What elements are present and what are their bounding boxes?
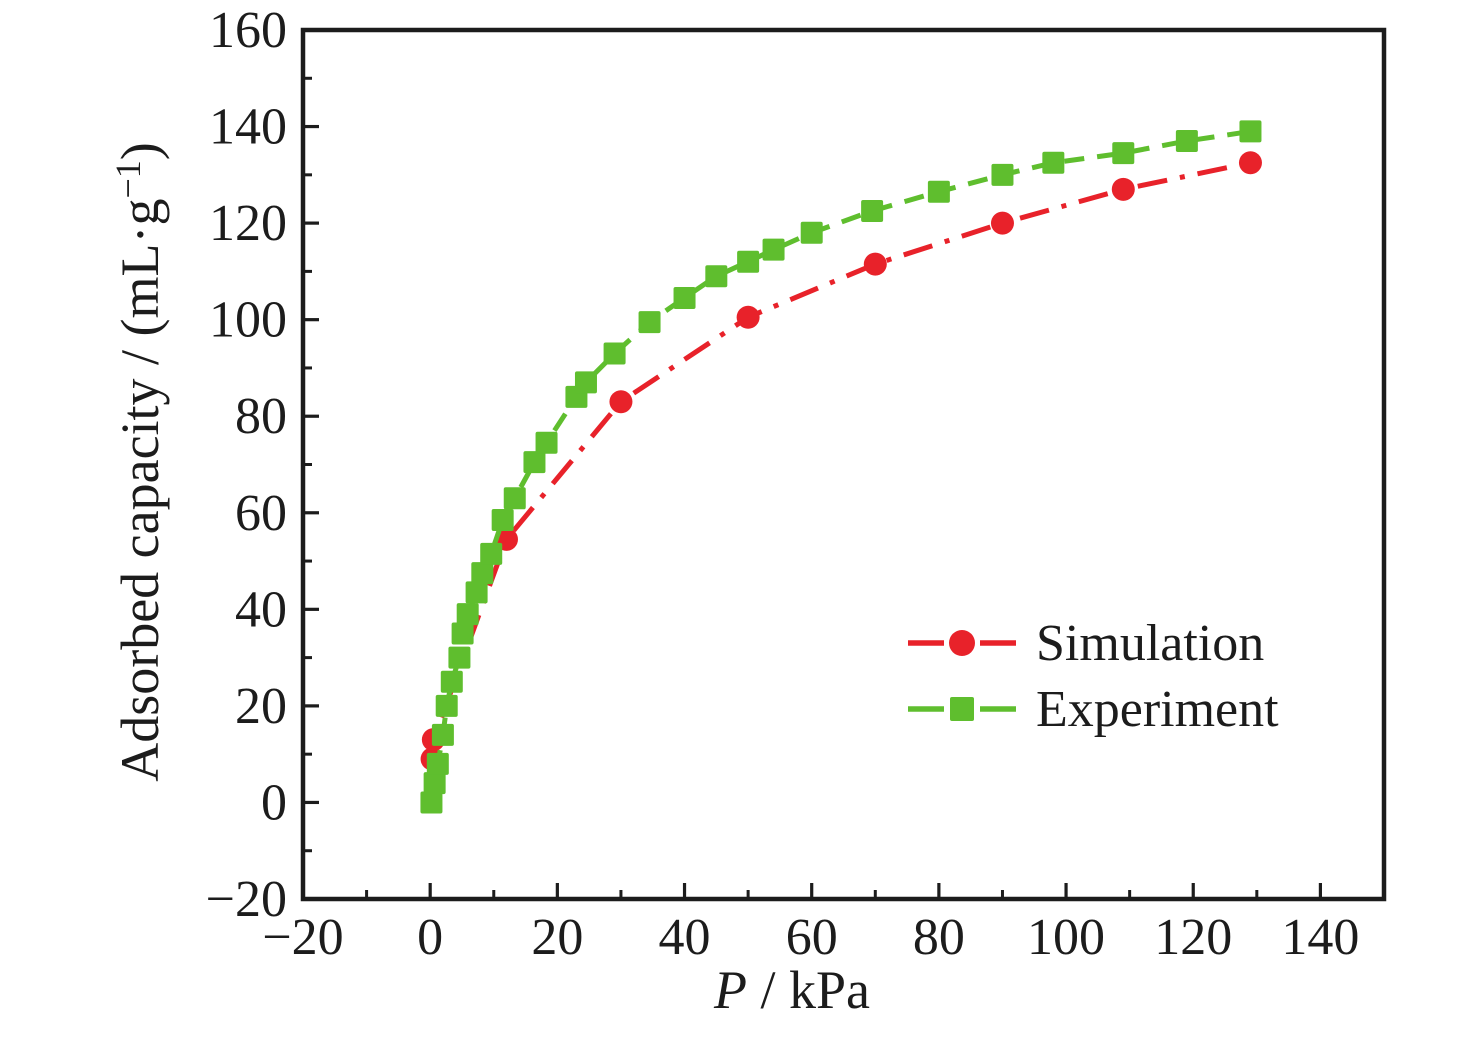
y-tick-label: 60 [235,485,287,542]
experiment-marker [431,723,454,746]
simulation-marker [736,305,760,329]
y-axis: −20 0 20 40 60 80 100 120 140 160 [206,2,319,928]
experiment-marker [448,646,471,669]
experiment-marker [426,752,449,775]
experiment-marker [1042,151,1065,174]
x-tick-label: 20 [531,909,583,966]
experiment-marker [480,542,503,565]
series-experiment [420,120,1262,814]
y-tick-label: 120 [209,195,287,252]
experiment-marker [762,238,785,261]
experiment-marker [927,180,950,203]
legend-circle-marker-icon [949,630,975,656]
legend-item-simulation: Simulation [908,615,1264,672]
x-tick-label: 0 [417,909,443,966]
legend: Simulation Experiment [908,615,1279,738]
experiment-marker [491,509,514,532]
experiment-marker [535,431,558,454]
simulation-marker [990,211,1014,235]
y-tick-label: 80 [235,388,287,445]
legend-square-marker-icon [950,697,974,721]
experiment-marker [603,342,626,365]
experiment-marker [673,286,696,309]
x-tick-label: 40 [659,909,711,966]
y-tick-label: 160 [209,2,287,59]
experiment-marker [435,694,458,717]
simulation-marker [609,390,633,414]
legend-label: Experiment [1036,681,1279,738]
x-axis-title: P / kPa [713,960,870,1020]
experiment-line [428,128,1251,803]
y-tick-label: 0 [261,774,287,831]
experiment-marker [420,791,443,814]
plot-frame [300,27,1387,902]
experiment-marker [423,772,446,795]
experiment-marker [737,250,760,273]
simulation-marker [1111,177,1135,201]
y-tick-label: −20 [206,871,287,928]
x-axis: −20 0 20 40 60 80 100 120 140 [262,883,1359,966]
experiment-marker [523,451,546,474]
experiment-marker [440,670,463,693]
experiment-marker [503,487,526,510]
experiment-marker [861,200,884,223]
legend-item-experiment: Experiment [908,681,1279,738]
experiment-marker [991,163,1014,186]
experiment-marker [705,265,728,288]
y-tick-label: 20 [235,678,287,735]
y-tick-label: 40 [235,581,287,638]
y-tick-label: 100 [209,292,287,349]
experiment-marker [638,311,661,334]
experiment-marker [574,371,597,394]
experiment-marker [1112,142,1135,165]
simulation-marker [863,252,887,276]
experiment-marker [456,603,479,626]
y-axis-title: Adsorbed capacity / (mL·g−1) [108,142,170,782]
y-tick-label: 140 [209,99,287,156]
x-tick-label: 80 [913,909,965,966]
simulation-marker [1238,151,1262,175]
experiment-marker [451,622,474,645]
experiment-marker [1175,130,1198,153]
experiment-marker [800,221,823,244]
experiment-marker [1239,120,1262,143]
experiment-marker [471,562,494,585]
x-tick-label: 120 [1154,909,1232,966]
experiment-marker [465,581,488,604]
x-tick-label: 100 [1027,909,1105,966]
legend-label: Simulation [1036,615,1264,672]
x-tick-label: 140 [1281,909,1359,966]
x-tick-label: −20 [262,909,343,966]
x-tick-label: 60 [786,909,838,966]
